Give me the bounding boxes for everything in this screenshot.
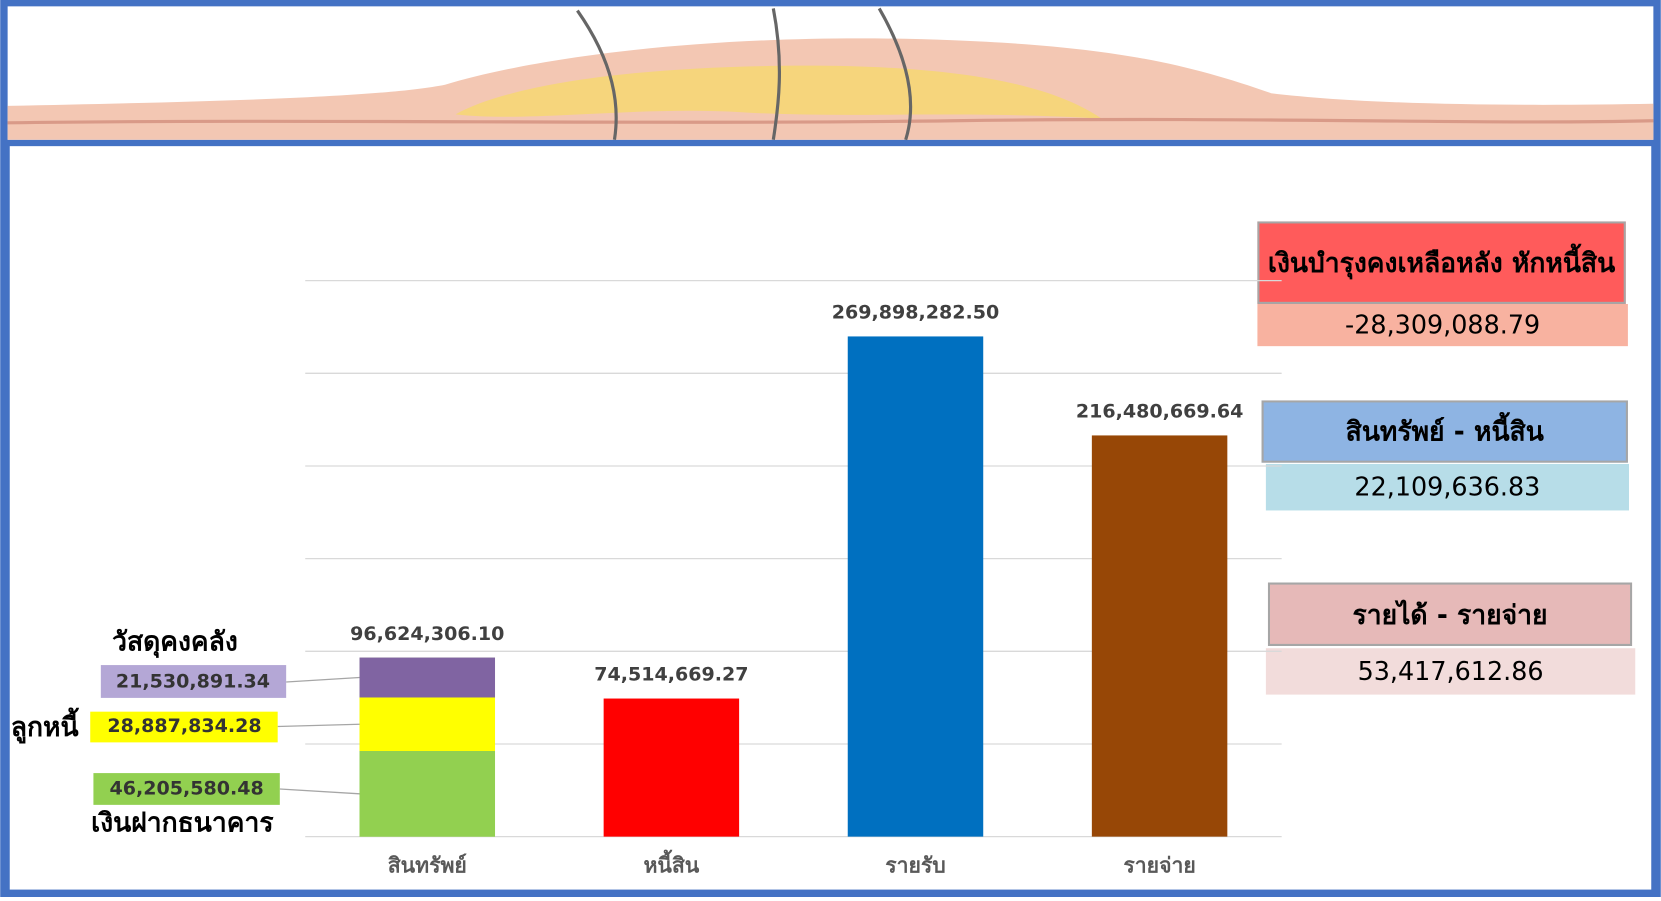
bar-segment bbox=[359, 751, 496, 837]
segment-label-box bbox=[100, 665, 287, 698]
info-value: 22,109,636.83 bbox=[1265, 463, 1630, 511]
bar bbox=[847, 336, 984, 837]
value-label: 74,514,669.27 bbox=[594, 664, 748, 686]
info-box: เงินบำรุงคงเหลือหลัง หักหนี้สิน bbox=[1257, 221, 1626, 304]
value-label: 96,624,306.10 bbox=[350, 623, 504, 645]
segment-label-box bbox=[90, 711, 278, 743]
segment-label-box bbox=[93, 773, 280, 805]
x-tick-label: รายรับ bbox=[885, 852, 945, 877]
info-title: รายได้ - รายจ่าย bbox=[1267, 582, 1633, 647]
bar bbox=[1091, 435, 1228, 837]
info-box: 22,109,636.83 bbox=[1265, 463, 1630, 511]
info-boxes: เงินบำรุงคงเหลือหลัง หักหนี้สิน -28,309,… bbox=[1257, 221, 1636, 695]
segment-label: 21,530,891.34 bbox=[116, 671, 270, 693]
leader-line bbox=[286, 676, 360, 683]
x-tick-label: สินทรัพย์ bbox=[388, 852, 467, 877]
bar-segment bbox=[359, 697, 496, 752]
leader-line bbox=[279, 788, 360, 795]
x-tick-label: หนี้สิน bbox=[643, 848, 699, 877]
leader-line bbox=[277, 723, 360, 728]
info-box: 53,417,612.86 bbox=[1265, 648, 1636, 695]
info-value: -28,309,088.79 bbox=[1257, 303, 1628, 347]
banner-hair bbox=[576, 7, 913, 141]
segment-name: วัสดุคงคลัง bbox=[112, 626, 238, 658]
segment-name: ลูกหนี้ bbox=[11, 707, 80, 744]
info-title: สินทรัพย์ - หนี้สิน bbox=[1261, 400, 1628, 463]
banner-line bbox=[7, 117, 1654, 125]
x-tick-label: รายจ่าย bbox=[1123, 852, 1195, 877]
info-box: -28,309,088.79 bbox=[1257, 303, 1628, 347]
info-value: 53,417,612.86 bbox=[1265, 648, 1636, 695]
info-title: เงินบำรุงคงเหลือหลัง หักหนี้สิน bbox=[1257, 221, 1626, 304]
info-box: สินทรัพย์ - หนี้สิน bbox=[1261, 400, 1628, 463]
info-box: รายได้ - รายจ่าย bbox=[1267, 582, 1633, 647]
segment-label: 46,205,580.48 bbox=[109, 777, 263, 799]
bar bbox=[603, 698, 740, 837]
value-label: 269,898,282.50 bbox=[832, 302, 1000, 324]
segment-name: เงินฝากธนาคาร bbox=[91, 807, 274, 838]
value-label: 216,480,669.64 bbox=[1076, 401, 1244, 423]
segment-label: 28,887,834.28 bbox=[107, 715, 261, 737]
bar-segment bbox=[359, 657, 496, 698]
